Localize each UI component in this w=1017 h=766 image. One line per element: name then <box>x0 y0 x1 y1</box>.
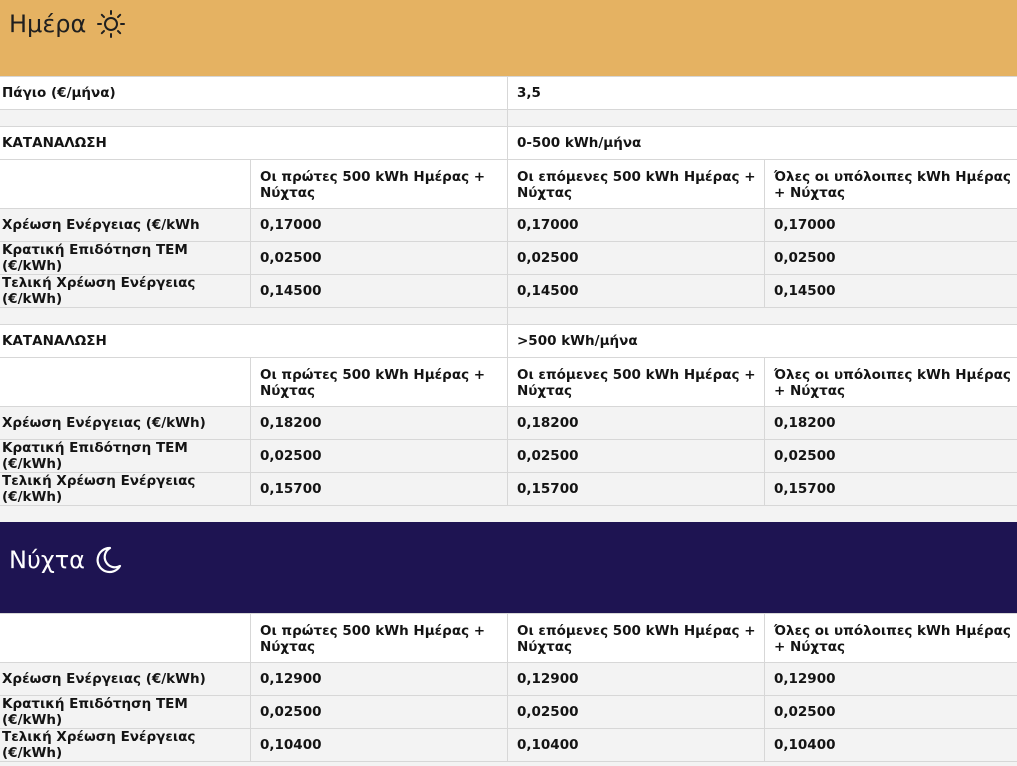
row-value: 0,18200 <box>507 407 764 439</box>
tier-header-first-500: Οι πρώτες 500 kWh Ημέρας + Νύχτας <box>250 160 507 208</box>
row-value: 0,15700 <box>764 473 1017 505</box>
spacer-row <box>0 762 1017 766</box>
table-row: Χρέωση Ενέργειας (€/kWh 0,17000 0,17000 … <box>0 209 1017 242</box>
row-label: Χρέωση Ενέργειας (€/kWh) <box>2 415 206 431</box>
table-row: Κρατική Επιδότηση ΤΕΜ (€/kWh) 0,02500 0,… <box>0 242 1017 275</box>
night-section-header: Νύχτα <box>0 522 1017 613</box>
row-value: 0,02500 <box>764 242 1017 274</box>
table-row: Χρέωση Ενέργειας (€/kWh) 0,12900 0,12900… <box>0 663 1017 696</box>
row-value: 0,17000 <box>250 209 507 241</box>
row-value: 0,18200 <box>250 407 507 439</box>
row-value: 0,12900 <box>507 663 764 695</box>
row-value: 0,02500 <box>250 440 507 472</box>
spacer-row <box>0 110 1017 127</box>
row-label: Τελική Χρέωση Ενέργειας (€/kWh) <box>2 275 196 307</box>
tier-header-first-500: Οι πρώτες 500 kWh Ημέρας + Νύχτας <box>250 614 507 662</box>
row-value: 0,02500 <box>250 696 507 728</box>
spacer-row <box>0 506 1017 522</box>
row-value: 0,14500 <box>507 275 764 307</box>
row-value: 0,18200 <box>764 407 1017 439</box>
row-label: Χρέωση Ενέργειας (€/kWh <box>2 217 200 233</box>
table-row: Κρατική Επιδότηση ΤΕΜ (€/kWh) 0,02500 0,… <box>0 440 1017 473</box>
row-value: 0,17000 <box>507 209 764 241</box>
spacer-row <box>0 308 1017 325</box>
table-row: Τελική Χρέωση Ενέργειας (€/kWh) 0,14500 … <box>0 275 1017 308</box>
fixed-fee-row: Πάγιο (€/μήνα) 3,5 <box>0 77 1017 110</box>
consumption-range: >500 kWh/μήνα <box>507 325 1017 357</box>
tier-header-rest: Όλες οι υπόλοιπες kWh Ημέρας + Νύχτας <box>764 160 1017 208</box>
row-label: Τελική Χρέωση Ενέργειας (€/kWh) <box>2 729 196 761</box>
consumption-label: ΚΑΤΑΝΑΛΩΣΗ <box>2 333 107 349</box>
row-value: 0,02500 <box>250 242 507 274</box>
tier-header-first-500: Οι πρώτες 500 kWh Ημέρας + Νύχτας <box>250 358 507 406</box>
tier-header-next-500: Οι επόμενες 500 kWh Ημέρας + Νύχτας <box>507 160 764 208</box>
tier-header-next-500: Οι επόμενες 500 kWh Ημέρας + Νύχτας <box>507 614 764 662</box>
table-row: Τελική Χρέωση Ενέργειας (€/kWh) 0,10400 … <box>0 729 1017 762</box>
table-row: Κρατική Επιδότηση ΤΕΜ (€/kWh) 0,02500 0,… <box>0 696 1017 729</box>
spacer-cell <box>507 110 1017 126</box>
row-label: Τελική Χρέωση Ενέργειας (€/kWh) <box>2 473 196 505</box>
row-value: 0,02500 <box>507 242 764 274</box>
row-label: Κρατική Επιδότηση ΤΕΜ (€/kWh) <box>2 696 188 728</box>
day-title: Ημέρα <box>9 10 87 38</box>
row-value: 0,02500 <box>507 696 764 728</box>
row-value: 0,15700 <box>507 473 764 505</box>
empty-header-cell <box>0 614 250 662</box>
night-title: Νύχτα <box>9 546 85 574</box>
consumption-label: ΚΑΤΑΝΑΛΩΣΗ <box>2 135 107 151</box>
row-value: 0,12900 <box>250 663 507 695</box>
row-value: 0,02500 <box>764 440 1017 472</box>
table-row: Χρέωση Ενέργειας (€/kWh) 0,18200 0,18200… <box>0 407 1017 440</box>
row-value: 0,10400 <box>250 729 507 761</box>
row-label: Κρατική Επιδότηση ΤΕΜ (€/kWh) <box>2 440 188 472</box>
tier-header-rest: Όλες οι υπόλοιπες kWh Ημέρας + Νύχτας <box>764 614 1017 662</box>
row-value: 0,14500 <box>250 275 507 307</box>
consumption-row: ΚΑΤΑΝΑΛΩΣΗ >500 kWh/μήνα <box>0 325 1017 358</box>
empty-header-cell <box>0 160 250 208</box>
row-value: 0,10400 <box>507 729 764 761</box>
tier-header-row: Οι πρώτες 500 kWh Ημέρας + Νύχτας Οι επό… <box>0 613 1017 663</box>
tier-header-row: Οι πρώτες 500 kWh Ημέρας + Νύχτας Οι επό… <box>0 358 1017 407</box>
row-value: 0,12900 <box>764 663 1017 695</box>
row-value: 0,02500 <box>764 696 1017 728</box>
consumption-range: 0-500 kWh/μήνα <box>507 127 1017 159</box>
sun-icon <box>97 10 125 38</box>
day-section-header: Ημέρα <box>0 0 1017 77</box>
moon-icon <box>96 546 122 574</box>
tier-header-next-500: Οι επόμενες 500 kWh Ημέρας + Νύχτας <box>507 358 764 406</box>
tier-header-rest: Όλες οι υπόλοιπες kWh Ημέρας + Νύχτας <box>764 358 1017 406</box>
spacer-cell <box>507 308 1017 324</box>
table-row: Τελική Χρέωση Ενέργειας (€/kWh) 0,15700 … <box>0 473 1017 506</box>
row-value: 0,14500 <box>764 275 1017 307</box>
empty-header-cell <box>0 358 250 406</box>
row-label: Κρατική Επιδότηση ΤΕΜ (€/kWh) <box>2 242 188 274</box>
row-value: 0,15700 <box>250 473 507 505</box>
fixed-fee-label: Πάγιο (€/μήνα) <box>2 85 116 101</box>
row-value: 0,10400 <box>764 729 1017 761</box>
fixed-fee-value: 3,5 <box>507 77 1017 109</box>
row-value: 0,17000 <box>764 209 1017 241</box>
row-label: Χρέωση Ενέργειας (€/kWh) <box>2 671 206 687</box>
tier-header-row: Οι πρώτες 500 kWh Ημέρας + Νύχτας Οι επό… <box>0 160 1017 209</box>
row-value: 0,02500 <box>507 440 764 472</box>
consumption-row: ΚΑΤΑΝΑΛΩΣΗ 0-500 kWh/μήνα <box>0 127 1017 160</box>
